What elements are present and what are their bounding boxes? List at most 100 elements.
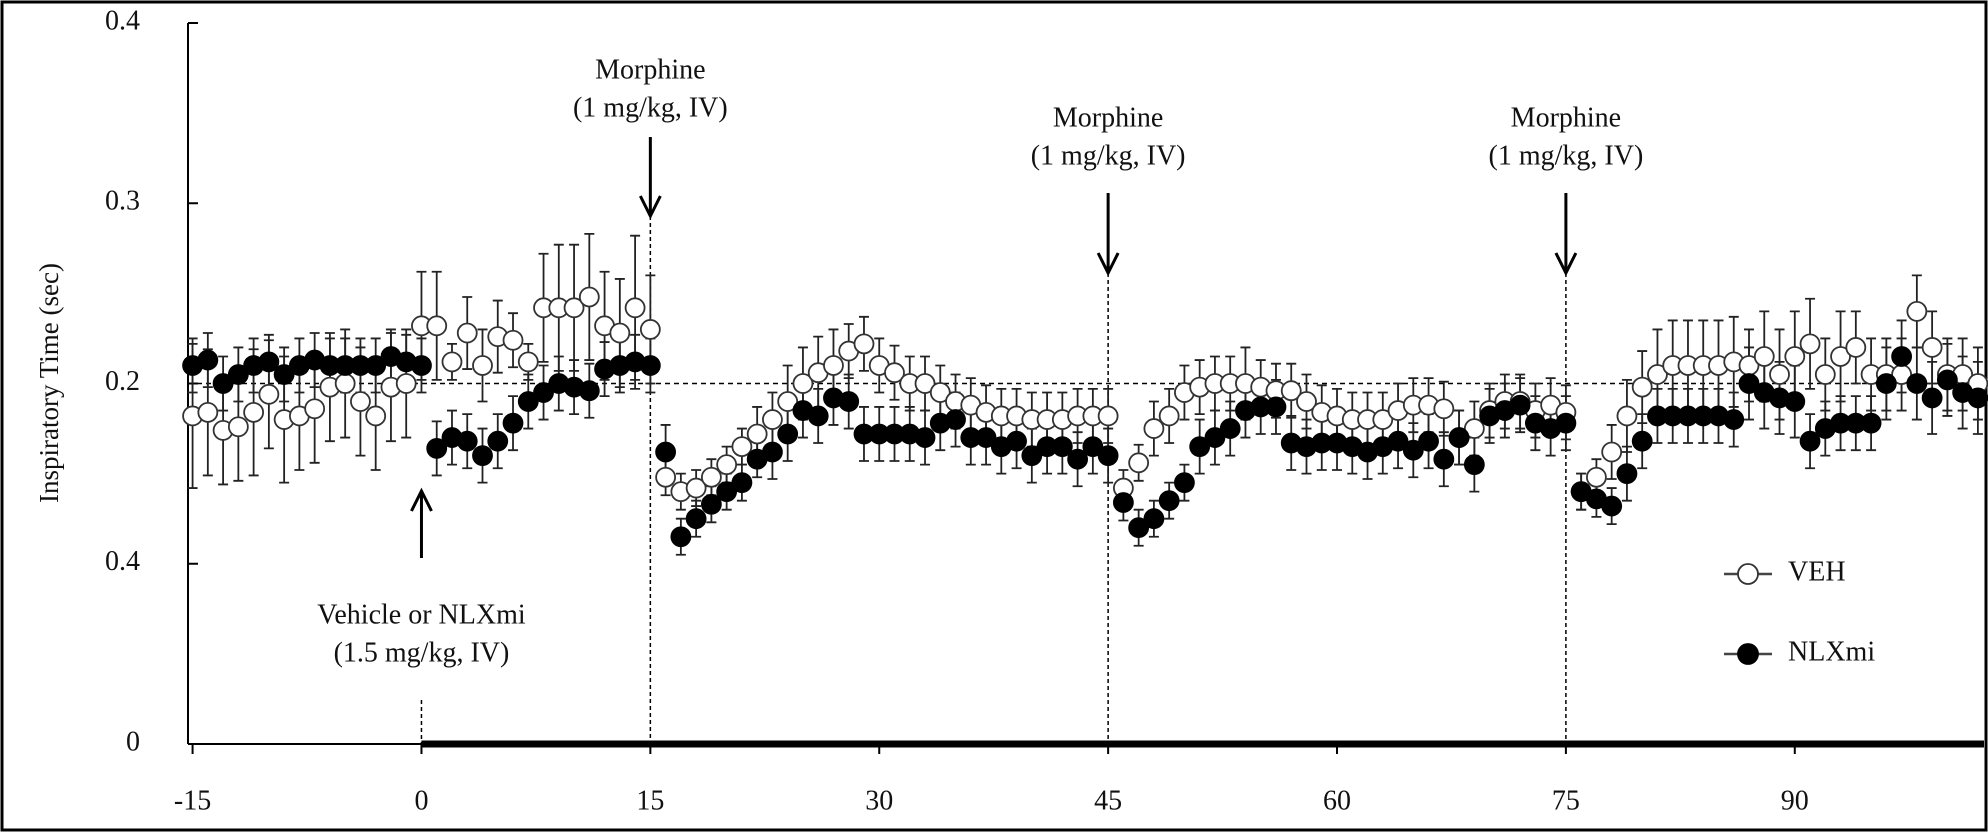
data-point [1174,472,1195,494]
data-point [487,430,509,452]
data-point [1509,394,1531,416]
x-tick-label: 60 [1323,785,1351,816]
data-point [1616,463,1638,485]
data-point [1906,373,1928,394]
data-point [1723,409,1745,430]
annotation-text: Morphine [1053,102,1163,133]
data-point [823,355,844,376]
data-point [1204,427,1226,448]
data-point [700,466,722,488]
data-point [1631,430,1653,452]
legend-marker [1737,563,1759,585]
data-point [1647,364,1668,385]
data-point [1738,373,1760,394]
y-tick-label: 0 [126,726,140,757]
data-point [1799,333,1821,355]
data-point [1372,409,1394,430]
data-point [1158,405,1180,427]
data-point [1128,452,1150,474]
data-point [1112,492,1134,513]
data-point [1387,430,1409,452]
annotation-text: Vehicle or NLXmi [317,599,526,630]
x-tick-label: 90 [1781,785,1809,816]
data-point [1601,495,1623,517]
data-point [502,412,524,434]
arrow-head [1554,252,1578,277]
data-point [1799,430,1821,452]
legend-marker [1737,643,1759,665]
y-tick-label: 0.4 [105,546,140,577]
data-point [1586,466,1607,488]
data-point [914,373,936,394]
data-point [670,526,692,548]
data-point [1616,405,1638,427]
data-point [746,423,768,445]
arrow-head [410,487,433,512]
data-point [1967,387,1988,409]
data-point [1906,300,1928,322]
data-point [655,441,677,463]
data-point [945,409,966,430]
data-point [1845,337,1867,358]
data-point [227,416,249,438]
data-point [1891,346,1913,367]
data-point [1296,391,1317,412]
data-point [563,297,585,319]
data-point [502,329,524,351]
data-point [243,401,265,423]
data-point [197,401,219,423]
data-point [578,286,600,308]
data-point [716,454,738,476]
data-point [1097,405,1119,427]
data-point [258,383,280,405]
data-point [441,351,463,373]
annotation-text: (1 mg/kg, IV) [1489,140,1644,171]
data-point [334,373,356,394]
data-point [197,349,219,371]
x-tick-label: 0 [414,785,428,816]
data-point [426,315,448,337]
data-point [639,355,661,376]
data-point [838,391,860,412]
data-point [1753,346,1775,367]
data-point [472,355,493,376]
data-point [914,427,936,448]
data-point [517,351,539,373]
data-point [777,391,799,412]
annotation-text: (1.5 mg/kg, IV) [334,637,510,668]
data-point [472,445,493,467]
data-point [762,441,783,463]
data-point [1433,448,1455,470]
data-point [884,362,905,384]
data-point [1936,369,1958,391]
legend-label: NLXmi [1788,636,1875,667]
x-tick-label: 30 [865,785,893,816]
data-point [975,427,997,448]
data-point [1128,517,1150,539]
data-point [1006,430,1027,452]
data-point [1555,412,1577,434]
y-axis-label: Inspiratory Time (sec) [34,263,64,503]
data-point [792,373,814,394]
data-point [365,405,387,427]
data-point [426,437,448,459]
data-point [365,355,387,376]
data-point [1051,436,1073,457]
data-point [1921,337,1943,358]
data-point [1601,441,1623,463]
data-point [1189,436,1211,457]
data-point [624,297,646,319]
data-point [1875,373,1897,394]
arrow-head [1096,252,1120,277]
data-point [304,398,326,420]
y-tick-label: 0.4 [105,5,140,36]
data-point [411,355,432,376]
data-point [1921,387,1943,409]
data-point [1097,445,1119,467]
data-point [731,472,753,494]
data-point [1631,376,1653,398]
data-point [1830,346,1851,367]
data-point [273,364,295,385]
